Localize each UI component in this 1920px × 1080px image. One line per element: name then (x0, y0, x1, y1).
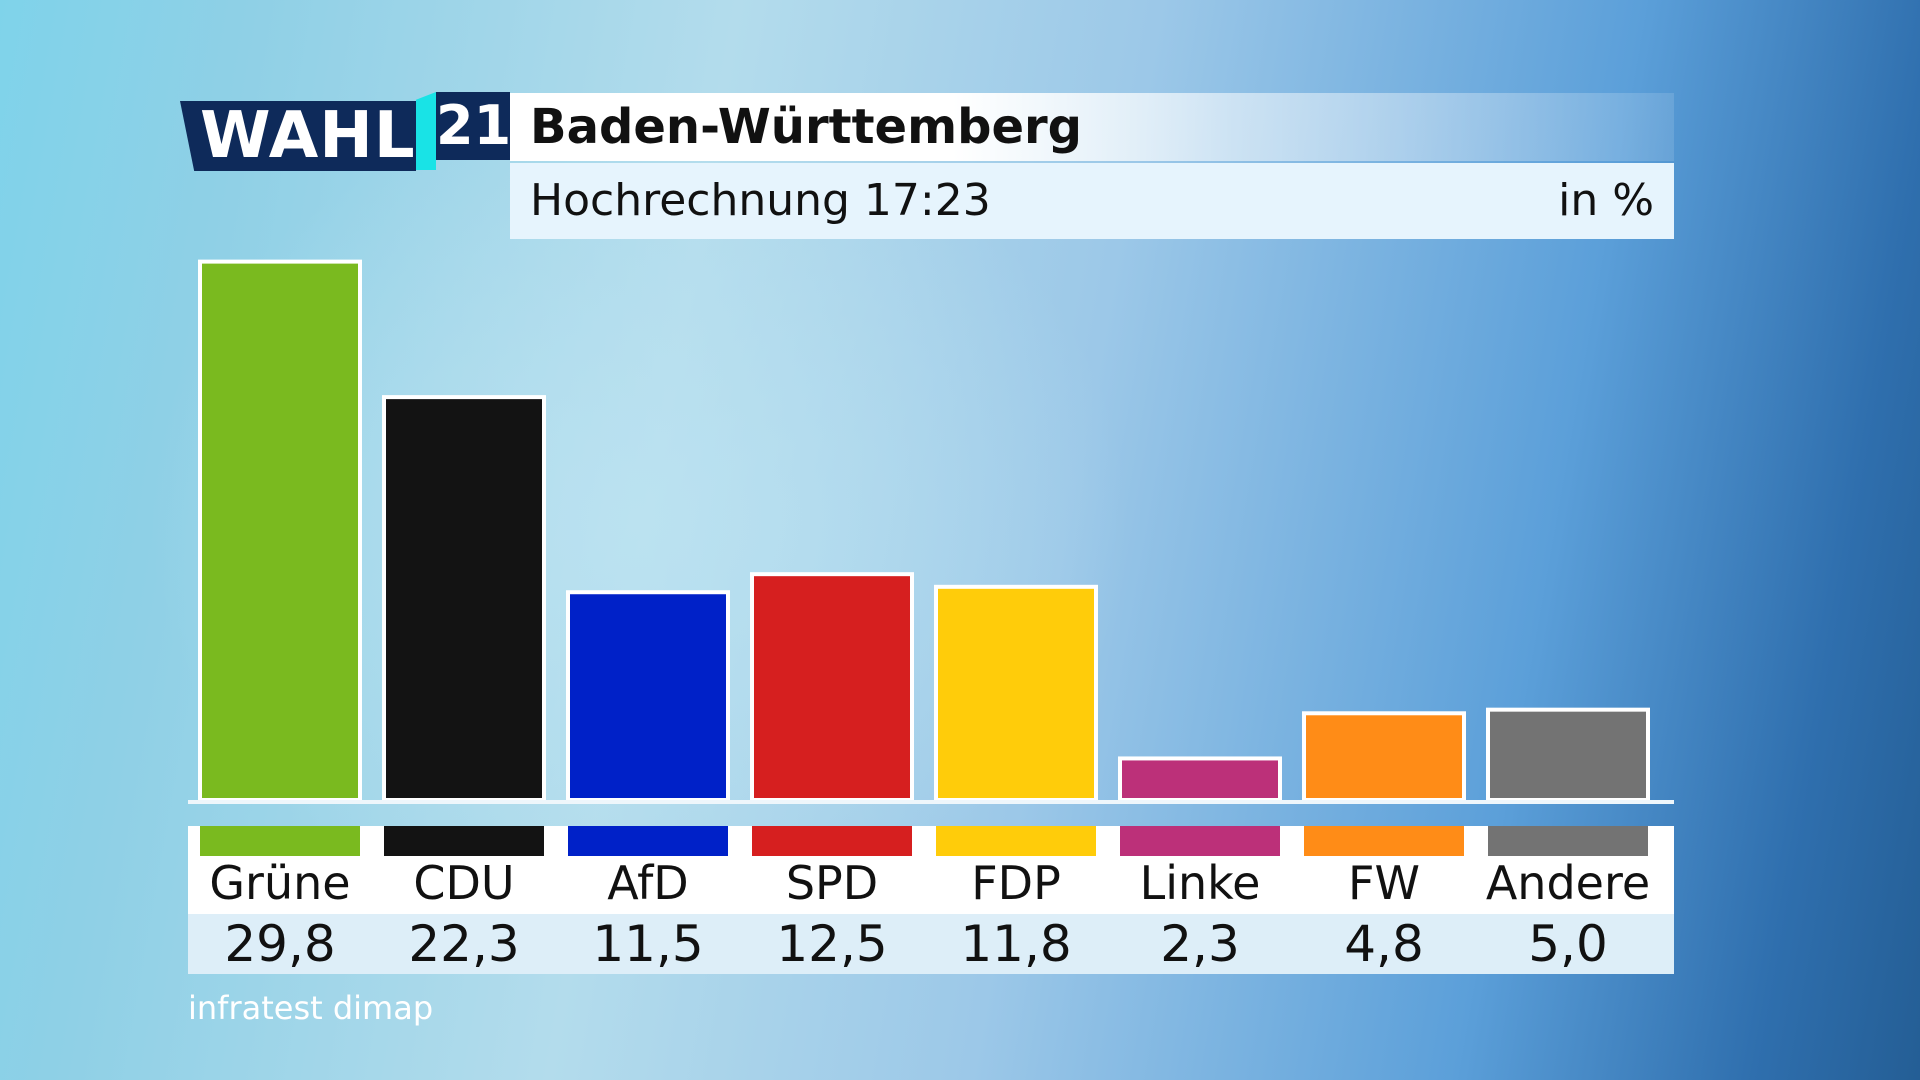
bar-linke (1118, 756, 1282, 802)
party-label-andere: Andere (1485, 856, 1651, 910)
party-label-cdu: CDU (413, 856, 515, 910)
bar-fdp (934, 584, 1098, 802)
source-credit: infratest dimap (188, 989, 434, 1027)
party-value-grune: 29,8 (224, 915, 336, 973)
party-value-cdu: 22,3 (408, 915, 520, 973)
swatch-spd (752, 826, 912, 856)
swatch-fdp (936, 826, 1096, 856)
logo-separator (416, 92, 436, 170)
swatch-linke (1120, 826, 1280, 856)
party-value-linke: 2,3 (1160, 915, 1240, 973)
party-value-afd: 11,5 (592, 915, 704, 973)
bar-afd (566, 590, 730, 802)
party-label-linke: Linke (1139, 856, 1261, 910)
wahl-logo: WAHL (180, 101, 416, 171)
logo-year: 21 (436, 92, 511, 160)
bar-spd (750, 572, 914, 802)
swatch-cdu (384, 826, 544, 856)
bar-chart (198, 259, 1650, 802)
subtitle-bar: Hochrechnung 17:23 in % (510, 163, 1674, 239)
party-label-fw: FW (1348, 856, 1420, 910)
party-value-andere: 5,0 (1528, 915, 1608, 973)
party-label-afd: AfD (607, 856, 689, 910)
wahl-logo-text: WAHL (200, 99, 416, 173)
party-label-spd: SPD (785, 856, 879, 910)
title-bar: Baden-Württemberg (510, 93, 1674, 161)
bar-cdu (382, 395, 546, 802)
party-value-spd: 12,5 (776, 915, 888, 973)
bar-fw (1302, 711, 1466, 802)
unit-label: in % (1558, 175, 1654, 226)
swatch-grune (200, 826, 360, 856)
swatch-afd (568, 826, 728, 856)
chart-baseline (188, 800, 1674, 804)
swatch-andere (1488, 826, 1648, 856)
party-label-fdp: FDP (971, 856, 1061, 910)
chart-title: Baden-Württemberg (530, 99, 1083, 155)
bar-grune (198, 259, 362, 802)
party-value-row (188, 914, 1674, 974)
bar-andere (1486, 707, 1650, 802)
party-value-fw: 4,8 (1344, 915, 1424, 973)
party-label-grune: Grüne (209, 856, 351, 910)
chart-subtitle: Hochrechnung 17:23 (530, 175, 991, 226)
party-value-fdp: 11,8 (960, 915, 1072, 973)
swatch-fw (1304, 826, 1464, 856)
